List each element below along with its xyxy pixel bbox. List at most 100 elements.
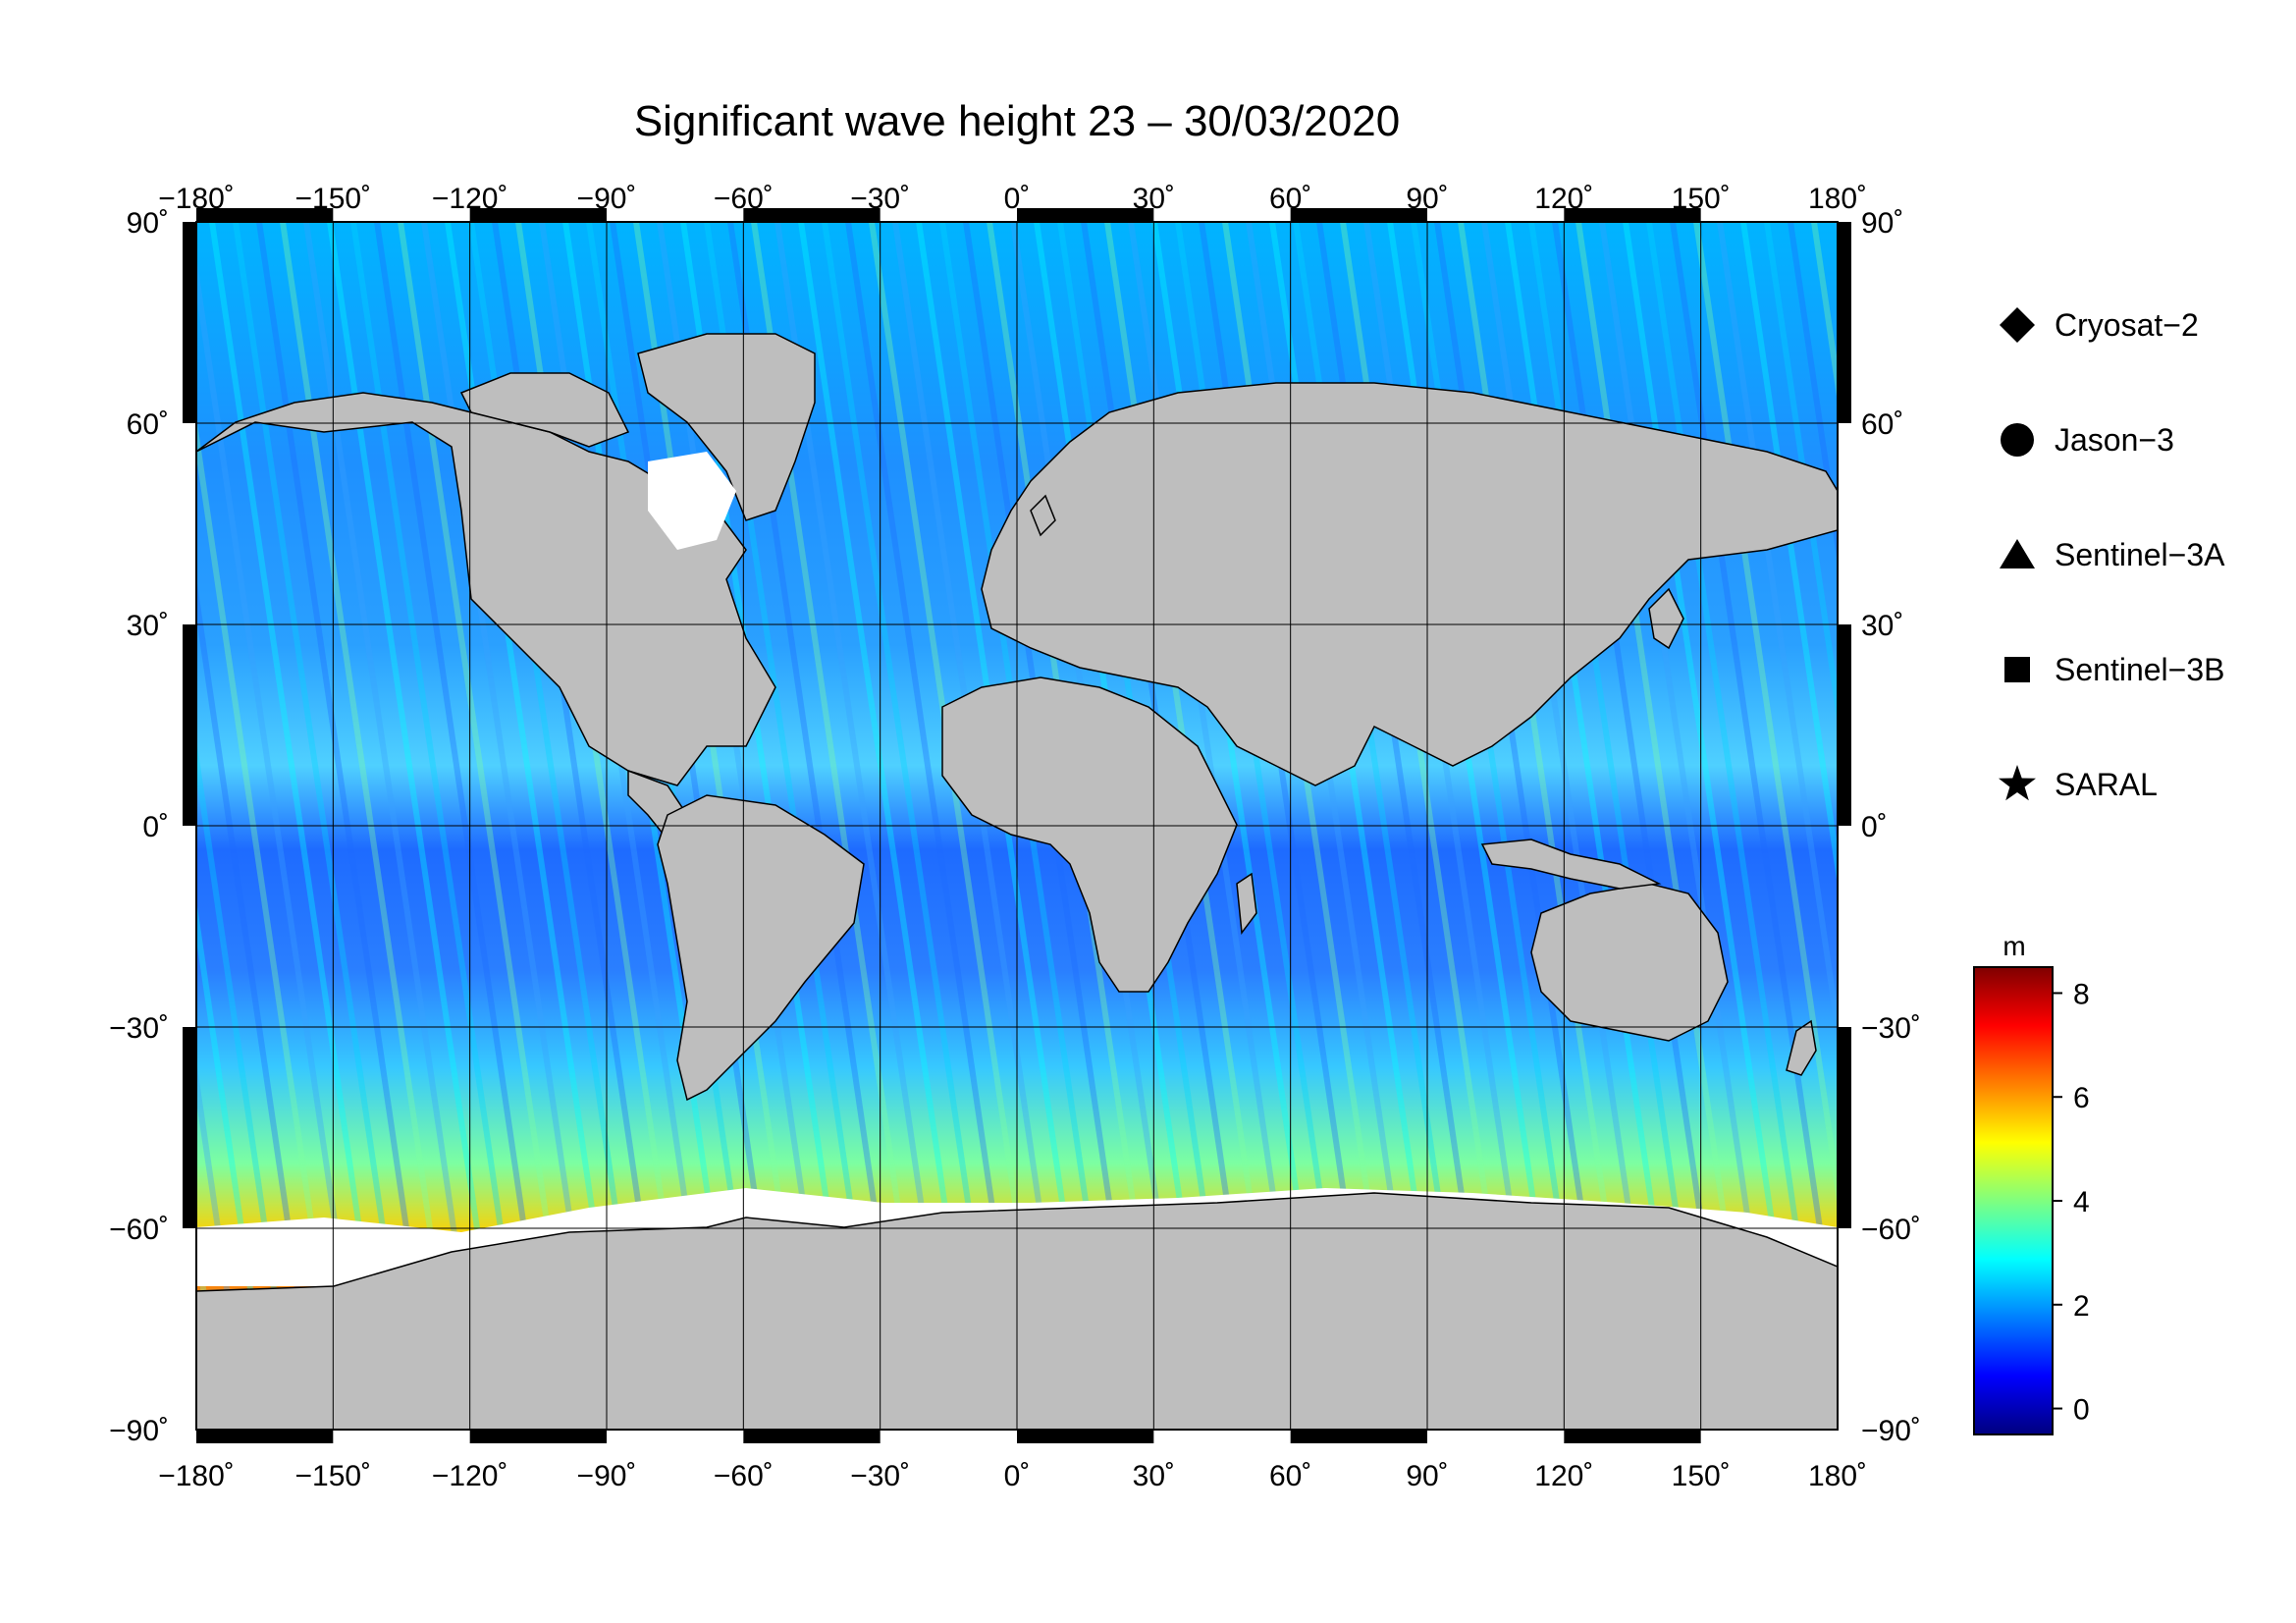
longitude-label: 60˚: [1269, 183, 1311, 215]
longitude-label: 120˚: [1534, 183, 1593, 215]
legend-label: Jason−3: [2055, 422, 2174, 458]
border-bar-bottom: [1564, 1430, 1701, 1443]
longitude-label: −150˚: [295, 183, 372, 215]
longitude-label: −30˚: [850, 1460, 910, 1492]
colorbar-ticks: 8 6 4 2 0: [2053, 978, 2090, 1427]
satellite-track: [196, 1381, 203, 1430]
longitude-label: −150˚: [295, 1460, 372, 1492]
longitude-label: 0˚: [1004, 183, 1031, 215]
longitude-label: −180˚: [158, 183, 235, 215]
land-new-zealand: [1786, 1019, 1817, 1076]
map-panel: −180˚ −150˚ −120˚ −90˚ −60˚ −30˚ 0˚ 30˚ 60˚ 90˚ 12…: [109, 183, 2273, 1492]
satellite-legend: Cryosat−2 Jason−3 Sentinel−3A Sentinel−3B SA…: [1999, 307, 2225, 802]
border-bar-top: [743, 208, 881, 222]
legend-label: SARAL: [2055, 767, 2158, 802]
longitude-label: 60˚: [1269, 1460, 1311, 1492]
longitude-label: −120˚: [432, 183, 508, 215]
latitude-label: −30˚: [1861, 1012, 1921, 1045]
latitude-label: −30˚: [109, 1012, 169, 1045]
latitude-label: 90˚: [1861, 207, 1903, 240]
land-south-america: [657, 794, 865, 1102]
longitude-label: 150˚: [1672, 1460, 1731, 1492]
border-bar-bottom: [1017, 1430, 1154, 1443]
legend-symbol-star: [1999, 765, 2036, 801]
map-title: Significant wave height 23 – 30/03/2020: [634, 97, 1400, 145]
graticule: [196, 222, 1838, 1430]
border-bar-right: [1838, 1027, 1851, 1228]
legend-symbol-circle: [2001, 423, 2034, 457]
longitude-labels-top: −180˚ −150˚ −120˚ −90˚ −60˚ −30˚ 0˚ 30˚ 60˚ 90˚ 12…: [158, 183, 1867, 215]
longitude-label: −180˚: [158, 1460, 235, 1492]
border-bar-bottom: [469, 1430, 607, 1443]
border-bar-right: [1838, 624, 1851, 826]
latitude-label: 90˚: [127, 207, 169, 240]
legend-symbol-diamond: [2000, 307, 2035, 343]
land-uk: [1030, 494, 1056, 537]
latitude-label: −60˚: [109, 1214, 169, 1246]
longitude-label: 30˚: [1133, 1460, 1175, 1492]
colorbar-bar: [1973, 966, 2054, 1435]
longitude-labels-bottom: −180˚ −150˚ −120˚ −90˚ −60˚ −30˚ 0˚ 30˚ 60˚ 90˚ 12…: [158, 1460, 1867, 1492]
longitude-label: 0˚: [1004, 1460, 1031, 1492]
latitude-labels-right: 90˚ 60˚ 30˚ 0˚ −30˚ −60˚ −90˚: [1861, 207, 1921, 1447]
longitude-label: 30˚: [1133, 183, 1175, 215]
legend-item: Jason−3: [2001, 422, 2174, 458]
latitude-label: 30˚: [127, 610, 169, 642]
colorbar-tick-label: 6: [2073, 1082, 2090, 1114]
border-bar-top: [1017, 208, 1154, 222]
satellite-track: [2097, 222, 2273, 1430]
legend-label: Cryosat−2: [2055, 307, 2199, 343]
land-masses: [196, 333, 1838, 1102]
colorbar-unit: m: [2002, 931, 2025, 961]
legend-symbol-triangle: [2000, 539, 2035, 568]
border-bar-top: [1564, 208, 1701, 222]
legend-symbol-square: [2004, 657, 2030, 682]
longitude-label: 180˚: [1808, 1460, 1867, 1492]
border-bar-left: [183, 624, 196, 826]
colorbar-tick-label: 8: [2073, 978, 2090, 1010]
satellite-track: [2050, 222, 2226, 1430]
longitude-label: −90˚: [577, 1460, 637, 1492]
land-canadian-arctic: [459, 372, 630, 448]
longitude-label: 90˚: [1406, 1460, 1448, 1492]
latitude-label: 0˚: [142, 811, 169, 843]
longitude-label: −60˚: [714, 183, 774, 215]
latitude-label: 60˚: [1861, 408, 1903, 441]
land-north-america: [196, 392, 776, 786]
latitude-label: 60˚: [127, 408, 169, 441]
colorbar-tick-label: 4: [2073, 1186, 2090, 1218]
border-bar-bottom: [196, 1430, 334, 1443]
land-greenland: [637, 333, 816, 521]
satellite-track: [2073, 222, 2250, 1430]
ice-hudson-bay: [648, 452, 736, 550]
land-indonesia: [1480, 839, 1662, 890]
latitude-label: −90˚: [109, 1415, 169, 1447]
longitude-label: −90˚: [577, 183, 637, 215]
legend-item: SARAL: [1999, 765, 2158, 802]
border-bar-top: [196, 208, 334, 222]
border-bar-bottom: [743, 1430, 881, 1443]
longitude-label: −60˚: [714, 1460, 774, 1492]
legend-item: Sentinel−3A: [2000, 537, 2225, 572]
longitude-label: 180˚: [1808, 183, 1867, 215]
legend-label: Sentinel−3B: [2055, 652, 2224, 687]
legend-label: Sentinel−3A: [2055, 537, 2225, 572]
land-japan: [1648, 587, 1684, 650]
map-border-bars: [183, 208, 1851, 1443]
latitude-label: −60˚: [1861, 1214, 1921, 1246]
border-bar-left: [183, 1027, 196, 1228]
land-africa: [941, 676, 1238, 993]
land-madagascar: [1236, 872, 1257, 935]
border-bar-bottom: [1290, 1430, 1427, 1443]
longitude-label: −30˚: [850, 183, 910, 215]
latitude-label: 30˚: [1861, 610, 1903, 642]
legend-item: Sentinel−3B: [2004, 652, 2224, 687]
latitude-label: 0˚: [1861, 811, 1888, 843]
colorbar-tick-label: 0: [2073, 1394, 2090, 1427]
legend-item: Cryosat−2: [2000, 307, 2199, 343]
longitude-label: −120˚: [432, 1460, 508, 1492]
longitude-label: 120˚: [1534, 1460, 1593, 1492]
latitude-labels-left: 90˚ 60˚ 30˚ 0˚ −30˚ −60˚ −90˚: [109, 207, 169, 1447]
latitude-label: −90˚: [1861, 1415, 1921, 1447]
